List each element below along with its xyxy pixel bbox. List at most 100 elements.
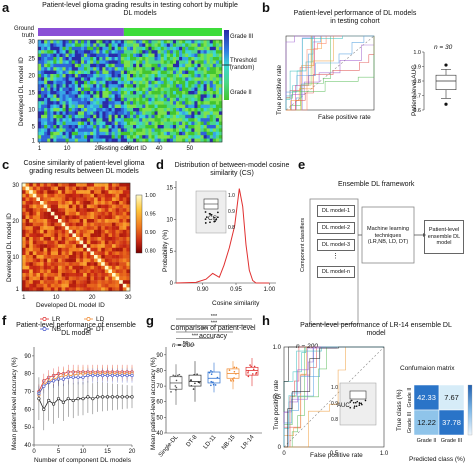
panel-h-title: Patient-level performance of LR-14 ensem… — [300, 322, 452, 337]
heat-cell — [68, 128, 73, 133]
heat-cell — [203, 91, 207, 95]
heat-cell — [157, 111, 161, 116]
cs-cell — [115, 258, 120, 263]
heat-cell — [169, 53, 174, 58]
heat-cell — [87, 111, 91, 116]
heat-cell — [87, 128, 91, 133]
heat-cell — [215, 84, 220, 88]
y-tick-label: 25 — [28, 57, 35, 63]
heat-cell — [145, 97, 149, 102]
heat-cell — [123, 60, 128, 65]
heat-cell — [139, 104, 143, 109]
cs-cell — [43, 226, 48, 230]
heat-cell — [77, 50, 82, 54]
heat-cell — [154, 80, 158, 85]
f-point — [91, 397, 95, 401]
cs-cell — [79, 237, 84, 241]
heat-cell — [176, 108, 180, 112]
cs-cell — [61, 251, 66, 256]
cs-cell — [94, 186, 98, 191]
f-point — [125, 395, 129, 399]
heat-cell — [111, 40, 115, 44]
heat-cell — [157, 131, 161, 136]
heat-cell — [80, 114, 85, 119]
heat-cell — [212, 70, 217, 75]
heat-cell — [93, 104, 97, 109]
cs-cell — [122, 283, 127, 288]
heat-cell — [212, 125, 217, 129]
cs-cell — [115, 244, 120, 248]
heat-cell — [44, 43, 48, 48]
cs-cell — [36, 255, 41, 259]
heat-cell — [185, 135, 189, 139]
heat-cell — [47, 94, 51, 99]
heat-cell — [203, 63, 207, 68]
heat-cell — [38, 43, 42, 48]
heat-cell — [62, 114, 66, 119]
heat-cell — [136, 135, 140, 139]
heat-cell — [166, 46, 171, 51]
heat-cell — [126, 40, 131, 44]
heat-cell — [163, 84, 168, 88]
cs-cell — [94, 237, 98, 241]
cs-cell — [83, 208, 87, 212]
heat-cell — [209, 94, 214, 99]
g-point — [216, 376, 219, 379]
cs-cell — [43, 193, 48, 198]
cs-cell — [101, 251, 105, 256]
cs-cell — [108, 222, 113, 227]
cs-cell — [112, 262, 116, 266]
heat-cell — [191, 101, 195, 105]
cs-cell — [22, 226, 26, 230]
cs-cell — [65, 193, 69, 198]
cs-inset-tick: 0.8 — [228, 225, 235, 231]
d-ytick-label: 15 — [166, 185, 173, 191]
heat-cell — [68, 91, 73, 95]
heat-cell — [105, 43, 109, 48]
heat-cell — [111, 101, 115, 105]
heat-cell — [93, 135, 97, 139]
cs-cell — [115, 269, 120, 274]
cs-cell — [108, 197, 113, 202]
cs-cell — [126, 211, 131, 216]
cs-cell — [86, 215, 91, 220]
cs-cell — [68, 186, 73, 191]
heat-cell — [148, 46, 152, 51]
cs-cell — [126, 237, 131, 241]
heat-cell — [188, 80, 192, 85]
cs-cell — [36, 208, 41, 212]
heat-cell — [126, 121, 131, 126]
heat-cell — [212, 46, 217, 51]
heat-cell — [117, 135, 122, 139]
heat-cell — [71, 128, 76, 133]
cs-cell — [83, 229, 87, 234]
heat-cell — [142, 60, 146, 65]
cs-cell — [83, 258, 87, 263]
heat-cell — [59, 131, 63, 136]
cs-cell — [43, 244, 48, 248]
heat-cell — [80, 53, 85, 58]
heat-cell — [169, 91, 174, 95]
cs-cell — [83, 201, 87, 205]
heat-cell — [47, 43, 51, 48]
heat-cell — [151, 77, 155, 82]
heat-cell — [133, 118, 137, 122]
heat-cell — [111, 128, 115, 133]
heat-cell — [176, 125, 180, 129]
cs-cell — [90, 183, 95, 187]
g-point — [189, 379, 192, 381]
heat-cell — [68, 84, 73, 88]
heat-cell — [166, 118, 171, 122]
heat-cell — [163, 97, 168, 102]
heat-cell — [108, 108, 112, 112]
heat-cell — [93, 121, 97, 126]
cs-cell — [108, 244, 113, 248]
cs-cell — [126, 215, 131, 220]
heat-cell — [80, 111, 85, 116]
cs-cell — [29, 208, 33, 212]
g-point — [175, 386, 178, 389]
heat-cell — [200, 108, 204, 112]
panel-h-n: n = 200 — [296, 343, 318, 350]
panel-label-a: a — [2, 0, 10, 15]
heat-cell — [111, 97, 115, 102]
